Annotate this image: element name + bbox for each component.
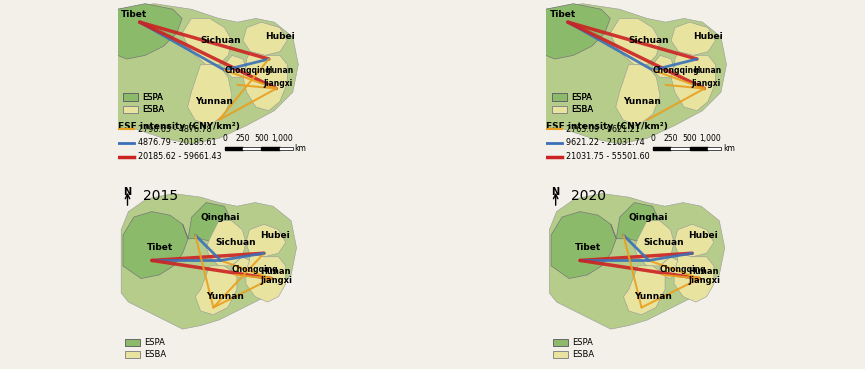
Text: Yunnan: Yunnan	[623, 97, 661, 106]
Polygon shape	[653, 55, 675, 77]
Text: Chongqing: Chongqing	[660, 265, 706, 274]
Polygon shape	[243, 22, 287, 55]
Text: 0: 0	[222, 134, 227, 143]
Bar	[225, 147, 243, 150]
Polygon shape	[183, 203, 232, 242]
Text: 2798.65 - 4876.78: 2798.65 - 4876.78	[138, 125, 211, 134]
Text: N: N	[552, 187, 560, 197]
Polygon shape	[660, 257, 677, 279]
Text: km: km	[295, 144, 306, 153]
Text: ESF intensity (CNY/km²): ESF intensity (CNY/km²)	[118, 122, 240, 131]
Text: Sichuan: Sichuan	[201, 36, 241, 45]
Polygon shape	[183, 18, 232, 65]
Text: Yunnan: Yunnan	[634, 292, 672, 301]
Text: Chongqing: Chongqing	[232, 265, 278, 274]
Text: Jiangxi: Jiangxi	[260, 276, 292, 285]
Text: Sichuan: Sichuan	[215, 238, 256, 247]
Text: Yunnan: Yunnan	[206, 292, 244, 301]
Text: Hunan: Hunan	[689, 267, 719, 276]
Polygon shape	[225, 55, 247, 77]
Text: 250: 250	[236, 134, 250, 143]
Text: Sichuan: Sichuan	[629, 36, 670, 45]
Polygon shape	[206, 221, 246, 266]
Text: 21031.75 - 55501.60: 21031.75 - 55501.60	[566, 152, 650, 161]
Bar	[653, 147, 671, 150]
Bar	[261, 147, 280, 150]
Polygon shape	[671, 52, 715, 111]
Text: 500: 500	[682, 134, 697, 143]
Polygon shape	[188, 65, 232, 125]
Polygon shape	[546, 4, 727, 144]
Text: Jiangxi: Jiangxi	[689, 276, 721, 285]
Text: 500: 500	[254, 134, 269, 143]
Polygon shape	[123, 212, 188, 279]
Polygon shape	[674, 253, 714, 302]
Bar	[225, 147, 292, 150]
Text: Qinghai: Qinghai	[201, 213, 240, 221]
Polygon shape	[246, 224, 285, 257]
Polygon shape	[611, 18, 660, 65]
Text: Sichuan: Sichuan	[644, 238, 684, 247]
Polygon shape	[634, 221, 674, 266]
Text: Tibet: Tibet	[146, 243, 173, 252]
Text: km: km	[723, 144, 734, 153]
Text: Tibet: Tibet	[549, 10, 575, 19]
Text: Hubei: Hubei	[689, 231, 718, 239]
Text: Chongqing: Chongqing	[225, 66, 271, 75]
Text: 2020: 2020	[571, 189, 606, 203]
Text: Chongqing: Chongqing	[653, 66, 699, 75]
Text: Hunan: Hunan	[693, 66, 721, 75]
Polygon shape	[243, 52, 287, 111]
Polygon shape	[118, 4, 183, 59]
Text: 1,000: 1,000	[271, 134, 292, 143]
Legend: ESPA, ESBA: ESPA, ESBA	[552, 337, 596, 361]
Text: 9621.22 - 21031.74: 9621.22 - 21031.74	[566, 138, 644, 148]
Polygon shape	[549, 193, 725, 329]
Text: ESF intensity (CNY/km²): ESF intensity (CNY/km²)	[546, 122, 668, 131]
Bar	[653, 147, 721, 150]
Polygon shape	[616, 65, 660, 125]
Bar	[689, 147, 708, 150]
Legend: ESPA, ESBA: ESPA, ESBA	[550, 91, 594, 116]
Polygon shape	[551, 212, 616, 279]
Text: 1,000: 1,000	[699, 134, 721, 143]
Legend: ESPA, ESBA: ESPA, ESBA	[122, 91, 166, 116]
Polygon shape	[195, 266, 237, 315]
Text: 4876.79 - 20185.61: 4876.79 - 20185.61	[138, 138, 216, 148]
Text: N: N	[124, 187, 131, 197]
Polygon shape	[546, 4, 611, 59]
Bar	[280, 147, 292, 150]
Text: Hunan: Hunan	[265, 66, 293, 75]
Text: 2765.09 - 9621.21: 2765.09 - 9621.21	[566, 125, 640, 134]
Polygon shape	[118, 4, 298, 144]
Text: Jiangxi: Jiangxi	[263, 79, 292, 87]
Legend: ESPA, ESBA: ESPA, ESBA	[124, 337, 168, 361]
Bar	[708, 147, 721, 150]
Text: Hunan: Hunan	[260, 267, 291, 276]
Bar	[243, 147, 261, 150]
Text: Hubei: Hubei	[265, 32, 295, 41]
Polygon shape	[611, 203, 660, 242]
Polygon shape	[671, 22, 715, 55]
Polygon shape	[121, 193, 297, 329]
Text: 0: 0	[650, 134, 655, 143]
Text: Qinghai: Qinghai	[629, 213, 669, 221]
Text: Tibet: Tibet	[574, 243, 601, 252]
Text: Hubei: Hubei	[693, 32, 723, 41]
Polygon shape	[674, 224, 714, 257]
Polygon shape	[246, 253, 285, 302]
Bar	[671, 147, 689, 150]
Text: Tibet: Tibet	[121, 10, 147, 19]
Text: 20185.62 - 59661.43: 20185.62 - 59661.43	[138, 152, 221, 161]
Text: 2015: 2015	[143, 189, 178, 203]
Text: Jiangxi: Jiangxi	[691, 79, 721, 87]
Polygon shape	[232, 257, 249, 279]
Text: Yunnan: Yunnan	[195, 97, 233, 106]
Text: 250: 250	[664, 134, 678, 143]
Polygon shape	[624, 266, 665, 315]
Text: Hubei: Hubei	[260, 231, 290, 239]
